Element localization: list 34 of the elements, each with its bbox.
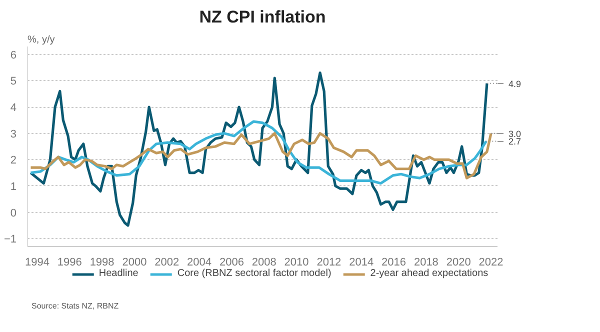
y-tick-label: 5 — [10, 76, 17, 88]
y-tick-label: 2 — [10, 154, 17, 167]
x-tick-label: 1998 — [90, 256, 114, 268]
x-tick-label: 2006 — [219, 256, 244, 268]
x-tick-label: 2018 — [414, 256, 438, 268]
y-tick-label: 6 — [10, 49, 17, 62]
annotation: 2.7 — [508, 136, 522, 147]
y-axis-title: %, y/y — [28, 34, 55, 46]
x-tick-label: 2020 — [446, 256, 471, 268]
y-tick-label: 0 — [10, 207, 17, 220]
x-tick-label: 2004 — [187, 256, 212, 268]
legend-label: Headline — [98, 268, 138, 279]
x-tick-label: 2008 — [252, 256, 276, 268]
x-tick-label: 2022 — [478, 256, 504, 268]
source-note: Source: Stats NZ, RBNZ — [32, 302, 119, 310]
x-tick-label: 1996 — [57, 256, 82, 268]
annotation: 4.9 — [508, 78, 522, 89]
legend-label: 2-year ahead expectations — [370, 268, 488, 279]
annotation: 3.0 — [508, 128, 522, 139]
x-tick-label: 1994 — [24, 256, 50, 268]
y-tick-label: 4 — [10, 102, 17, 114]
y-tick-label: 1 — [10, 180, 17, 193]
chart-title: NZ CPI inflation — [199, 8, 326, 26]
x-tick-label: 2012 — [316, 256, 342, 268]
y-tick-label: 3 — [10, 128, 17, 140]
line-series — [29, 132, 492, 180]
x-tick-label: 2016 — [382, 256, 406, 268]
x-tick-label: 2002 — [154, 256, 180, 268]
line-series — [29, 120, 488, 185]
x-tick-label: 2000 — [122, 256, 147, 268]
x-tick-label: 2010 — [284, 256, 309, 268]
legend-label: Core (RBNZ sectoral factor model) — [177, 268, 332, 279]
y-tick-label: −1 — [4, 234, 17, 246]
x-tick-label: 2014 — [349, 256, 374, 268]
